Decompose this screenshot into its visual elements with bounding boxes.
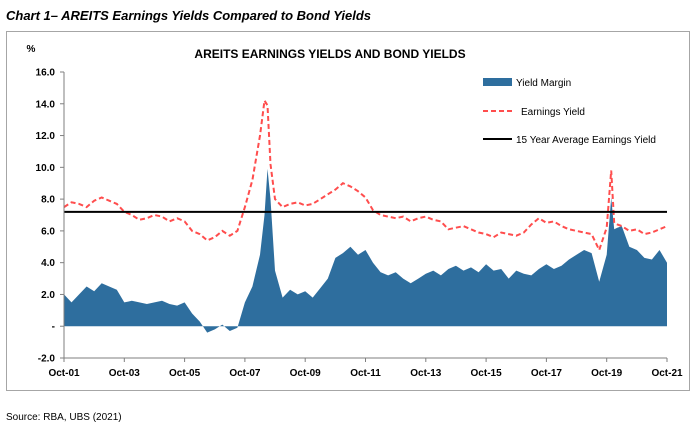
x-tick-label: Oct-01 bbox=[48, 368, 80, 379]
y-tick-label: 2.0 bbox=[41, 290, 55, 301]
series-earnings-yield-line bbox=[63, 97, 668, 253]
y-tick-label: - bbox=[52, 322, 55, 333]
x-tick-label: Oct-07 bbox=[229, 368, 261, 379]
plot-layer bbox=[63, 97, 668, 333]
y-tick-label: 16.0 bbox=[36, 68, 56, 79]
legend-label-15yr-average: 15 Year Average Earnings Yield bbox=[516, 135, 656, 146]
y-axis-unit-label: % bbox=[27, 44, 36, 55]
x-tick-label: Oct-05 bbox=[169, 368, 201, 379]
x-tick-label: Oct-15 bbox=[471, 368, 503, 379]
x-tick-label: Oct-21 bbox=[651, 368, 683, 379]
x-tick-label: Oct-09 bbox=[290, 368, 322, 379]
series-yield-margin-area bbox=[64, 168, 667, 333]
x-tick-label: Oct-11 bbox=[350, 368, 381, 379]
y-tick-label: 8.0 bbox=[41, 195, 55, 206]
legend-swatch-yield-margin bbox=[483, 78, 512, 86]
y-tick-label: 14.0 bbox=[36, 99, 56, 110]
x-tick-label: Oct-19 bbox=[591, 368, 623, 379]
y-tick-label: 12.0 bbox=[36, 131, 56, 142]
y-tick-label: 10.0 bbox=[36, 163, 56, 174]
legend-label-earnings-yield: Earnings Yield bbox=[521, 107, 585, 118]
y-tick-label: -2.0 bbox=[38, 354, 56, 365]
chart-title: AREITS EARNINGS YIELDS AND BOND YIELDS bbox=[194, 47, 465, 61]
y-tick-label: 4.0 bbox=[41, 258, 55, 269]
x-tick-label: Oct-03 bbox=[109, 368, 141, 379]
page-title: Chart 1– AREITS Earnings Yields Compared… bbox=[6, 8, 372, 23]
x-tick-label: Oct-17 bbox=[531, 368, 563, 379]
x-tick-label: Oct-13 bbox=[410, 368, 442, 379]
axis-layer: 16.0 14.0 12.0 10.0 8.0 6.0 4.0 2.0 - -2.0 Oct-01 O… bbox=[36, 68, 683, 380]
legend: Yield Margin Earnings Yield 15 Year Averag… bbox=[483, 78, 656, 146]
source-note: Source: RBA, UBS (2021) bbox=[6, 412, 122, 423]
y-tick-label: 6.0 bbox=[41, 226, 55, 237]
legend-label-yield-margin: Yield Margin bbox=[516, 78, 571, 89]
